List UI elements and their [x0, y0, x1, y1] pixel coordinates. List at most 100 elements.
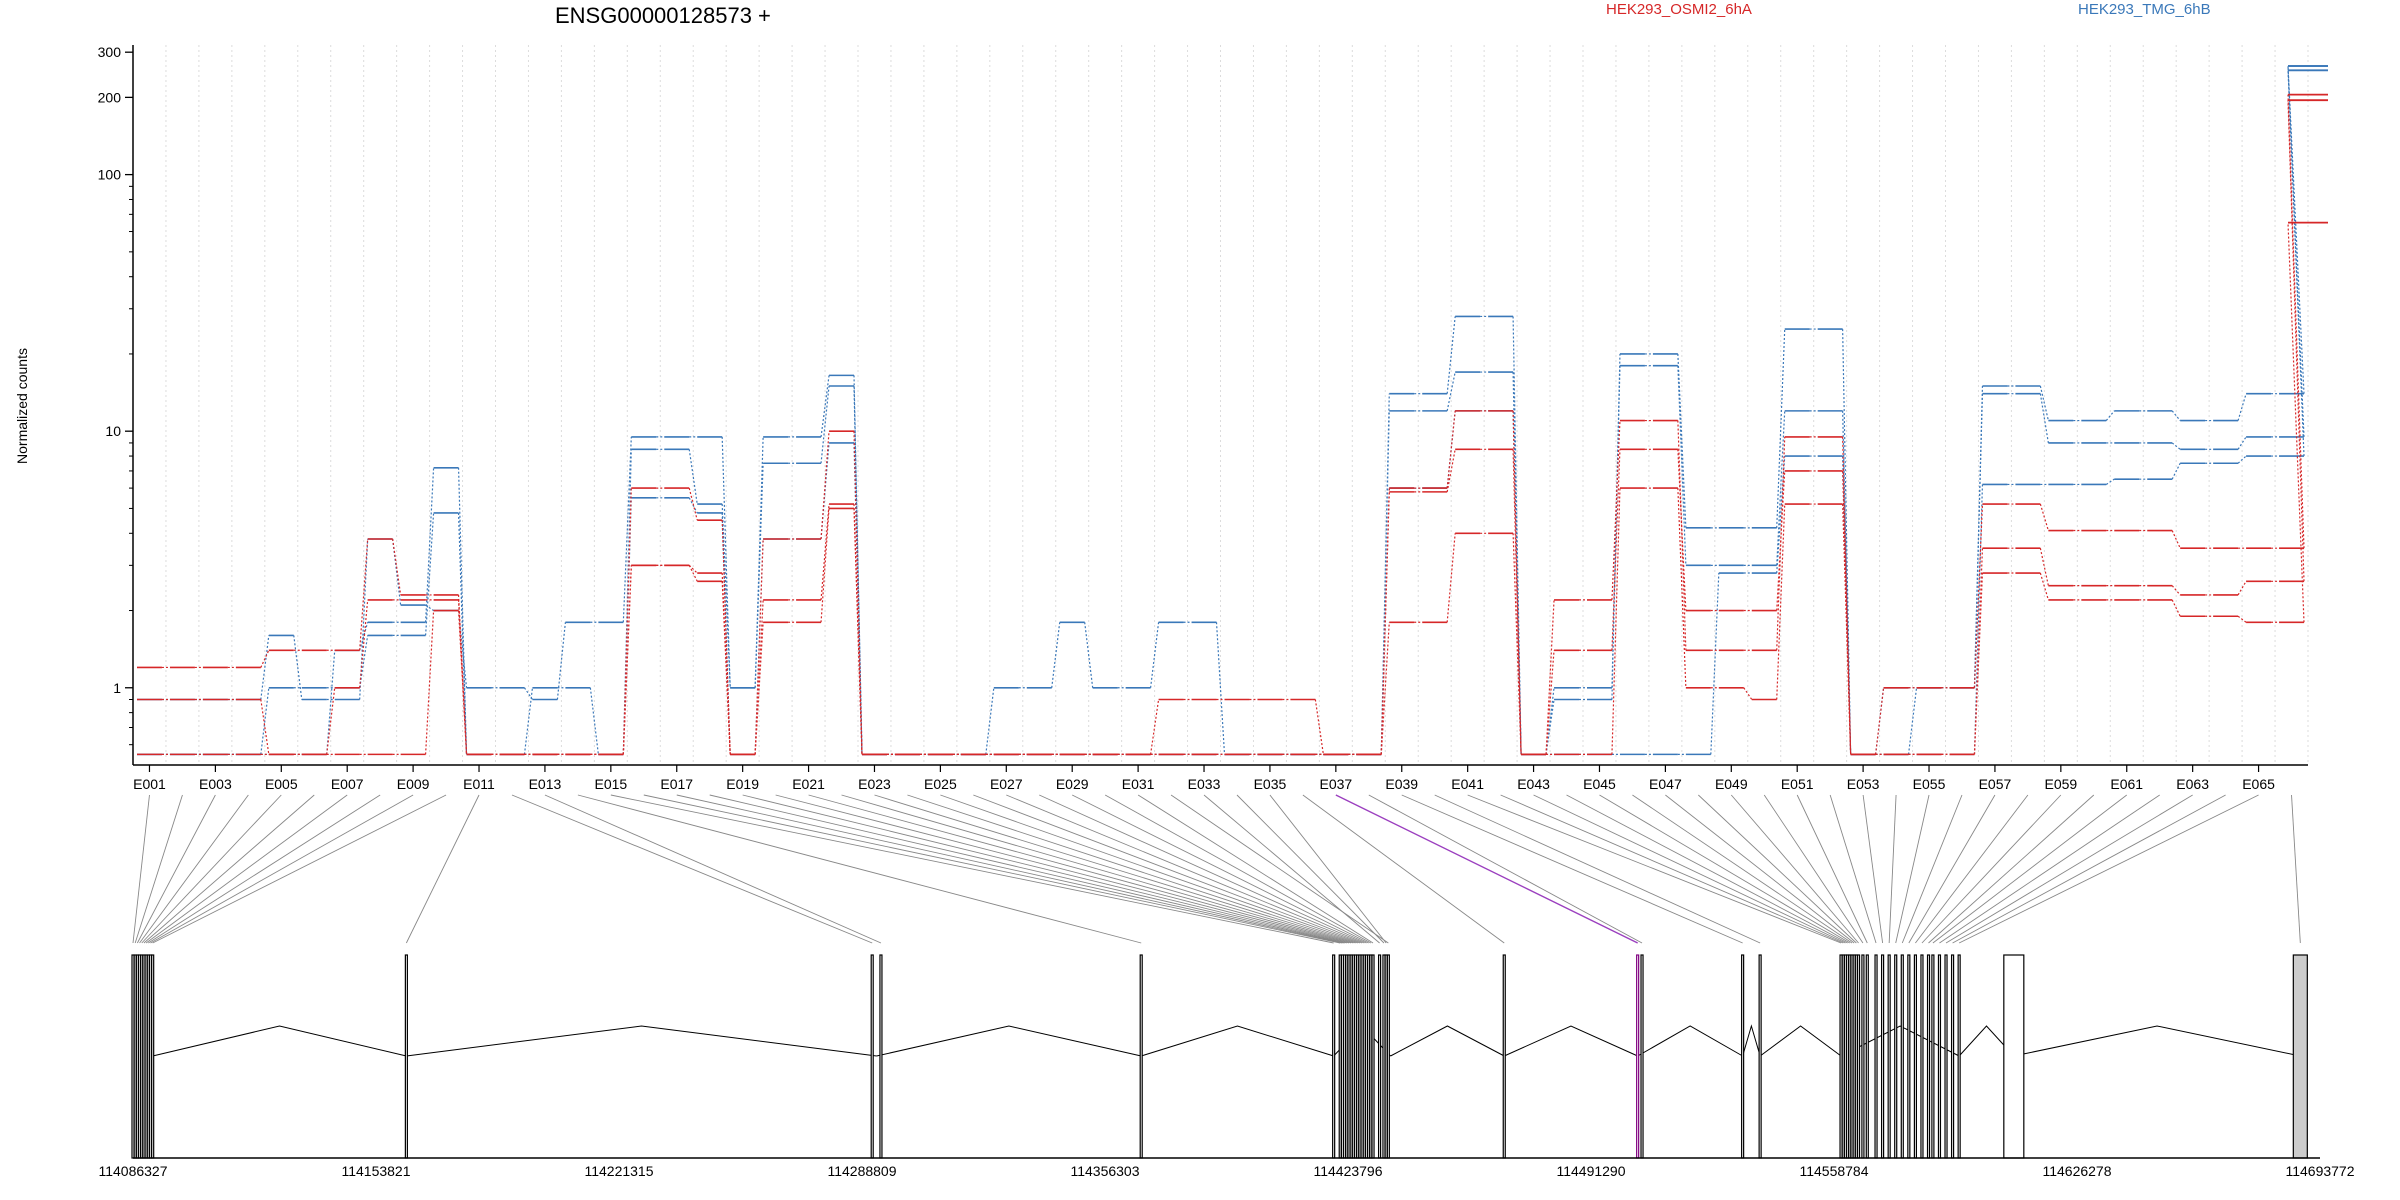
exon-connector	[132, 794, 150, 944]
exon-connector	[907, 794, 1358, 944]
y-ticks: 1 10 100 200 300	[98, 44, 133, 746]
exon-box	[1926, 954, 1931, 1159]
series-transition	[2287, 100, 2305, 582]
exon-connector	[1368, 794, 1643, 944]
exon-connector	[1730, 794, 1859, 944]
exon-connector	[1236, 794, 1385, 944]
exon-box	[1371, 954, 1375, 1159]
exon-connector	[1566, 794, 1848, 944]
exon-box	[1907, 954, 1911, 1159]
series-transition	[622, 436, 632, 623]
series-transition	[260, 687, 270, 755]
series-transition	[622, 565, 632, 755]
exon-box	[879, 954, 883, 1159]
x-tick-label: E017	[660, 776, 693, 792]
exon-connector	[1632, 794, 1853, 944]
series-transition	[688, 565, 698, 582]
series-transition	[260, 635, 270, 700]
exon-connector	[676, 794, 1343, 944]
series-transition	[1776, 436, 1786, 651]
genomic-coordinate-label: 114558784	[1799, 1163, 1868, 1179]
exon-connector	[152, 794, 447, 944]
series-transition	[1842, 410, 1852, 755]
x-tick-label: E055	[1913, 776, 1946, 792]
exon-connector	[139, 794, 249, 944]
exon-connector	[1921, 794, 2062, 944]
exon-connector	[610, 794, 1334, 944]
exon-box	[1384, 954, 1388, 1159]
series-transition	[2039, 503, 2049, 531]
series-transition	[2237, 393, 2247, 421]
x-tick-label: E065	[2242, 776, 2275, 792]
series-transition	[392, 538, 402, 606]
legend-entry-tmg: HEK293_TMG_6hB	[2078, 1, 2211, 18]
series-transition	[820, 508, 830, 623]
series-transition	[1677, 449, 1687, 611]
series-transition	[424, 512, 435, 636]
exon-connector	[1335, 794, 1638, 944]
exon-connector	[1500, 794, 1844, 944]
x-tick-label: E027	[990, 776, 1023, 792]
exon-connector	[1796, 794, 1868, 944]
exon-connector	[148, 794, 381, 944]
grid-lines	[132, 45, 2309, 765]
series-transition	[1842, 329, 1852, 755]
series-transition	[853, 385, 863, 755]
chart-title: ENSG00000128573 +	[555, 3, 771, 28]
exon-box	[1636, 954, 1640, 1159]
series-transition	[260, 650, 270, 668]
exon-connector	[145, 794, 348, 944]
exon-box	[1920, 954, 1924, 1159]
series-transition	[1677, 365, 1687, 566]
intron-line	[406, 1025, 877, 1057]
exon-connector	[141, 794, 282, 944]
genomic-coordinate-label: 114356303	[1070, 1163, 1139, 1179]
series-transition	[293, 635, 303, 700]
series-transition	[820, 504, 830, 600]
exon-connector	[1952, 794, 2226, 944]
series-transition	[853, 375, 863, 755]
exon-box	[1950, 954, 1955, 1159]
exon-box	[1139, 954, 1143, 1159]
series-transition	[359, 599, 369, 688]
series-transition	[2171, 462, 2181, 480]
x-tick-label: E001	[133, 776, 166, 792]
series-transition	[2171, 442, 2181, 450]
series-transition	[1446, 449, 1456, 492]
exon-connector	[143, 794, 315, 944]
x-tick-label: E063	[2176, 776, 2209, 792]
series-transition	[1446, 371, 1456, 411]
intron-line	[876, 1025, 1142, 1057]
series-transition	[1446, 316, 1456, 394]
series-transition	[1907, 687, 1918, 755]
genomic-coordinates: 114086327 114153821 114221315 114288809 1143…	[98, 1163, 2354, 1179]
series-transition	[392, 538, 402, 596]
series-transition	[359, 538, 369, 651]
exon-connector	[1039, 794, 1367, 944]
series-transition	[1743, 687, 1753, 700]
legend-entry-osmi2: HEK293_OSMI2_6hA	[1606, 1, 1752, 18]
exon-box	[151, 954, 155, 1159]
series-transition	[589, 687, 599, 755]
exon-box	[1937, 954, 1942, 1159]
genomic-coordinate-label: 114423796	[1313, 1163, 1382, 1179]
series-transition	[457, 512, 468, 755]
x-tick-label: E057	[1979, 776, 2012, 792]
exon-connector	[136, 794, 216, 944]
exon-connector	[1932, 794, 2128, 944]
series-transition	[1512, 410, 1522, 755]
exon-box	[1874, 954, 1878, 1159]
series-transition	[1611, 365, 1621, 688]
exon-connector	[1945, 794, 2193, 944]
exon-box	[1944, 954, 1948, 1159]
x-tick-label: E007	[331, 776, 364, 792]
series-transition	[2287, 94, 2305, 549]
x-tick-label: E061	[2110, 776, 2143, 792]
intron-line	[1742, 1024, 1761, 1057]
series-transition	[2237, 455, 2247, 464]
x-tick-label: E019	[726, 776, 759, 792]
series-transition	[1446, 533, 1456, 623]
series-transition	[1776, 410, 1786, 566]
series-transition	[1446, 410, 1456, 489]
series-transition	[2039, 385, 2049, 421]
